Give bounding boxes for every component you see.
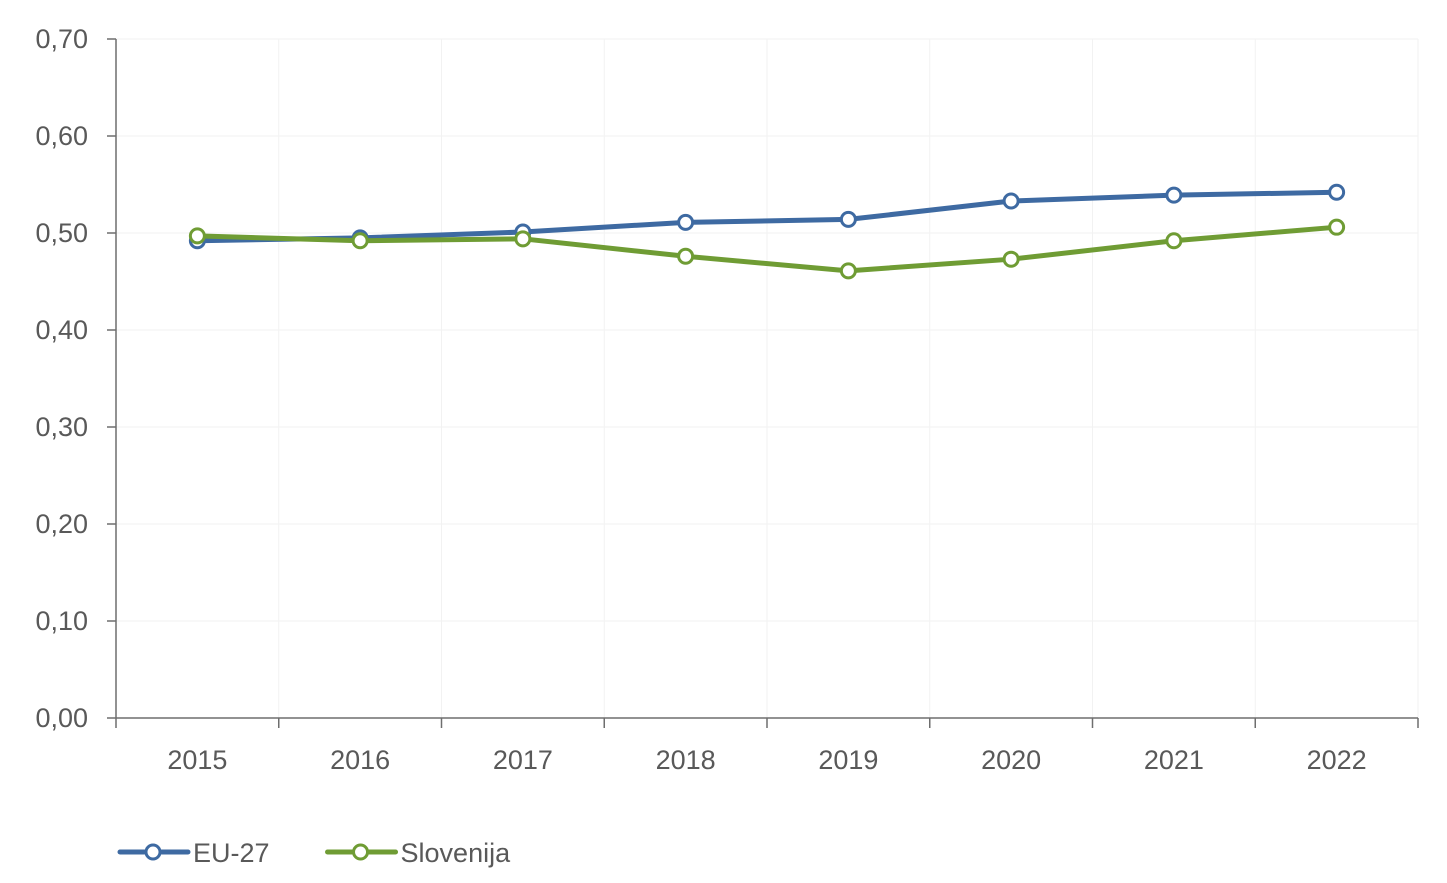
legend-marker-swatch [144,843,162,861]
x-tick-label: 2018 [656,745,716,775]
legend-marker-swatch [352,843,370,861]
data-point [1165,232,1183,250]
data-point [514,230,532,248]
y-tick-labels: 0,00 0,10 0,20 0,30 0,40 0,50 0,60 0,70 [35,24,88,733]
data-point [1328,218,1346,236]
y-tick-label: 0,70 [35,24,88,54]
x-tick-label: 2020 [981,745,1041,775]
x-tick-label: 2016 [330,745,390,775]
data-point [839,210,857,228]
legend-item: EU-27 [117,838,270,868]
legend-label: Slovenija [401,838,512,868]
series-line [194,224,1340,274]
series-line [194,189,1340,244]
y-tick-label: 0,10 [35,606,88,636]
y-tick-label: 0,60 [35,121,88,151]
gridlines [116,38,1419,718]
x-tick-label: 2022 [1307,745,1367,775]
y-tick-label: 0,40 [35,315,88,345]
x-tick-labels: 2015 2016 2017 2018 2019 2020 2021 2022 [167,745,1366,775]
y-tick-label: 0,20 [35,509,88,539]
data-point [351,232,369,250]
legend-label: EU-27 [193,838,270,868]
x-tick-label: 2017 [493,745,553,775]
y-tick-label: 0,30 [35,412,88,442]
axes [107,38,1419,728]
legend-item: Slovenija [325,838,512,868]
data-point [839,262,857,280]
y-tick-label: 0,00 [35,703,88,733]
x-tick-label: 2019 [818,745,878,775]
x-tick-label: 2015 [167,745,227,775]
series-2 [188,218,1346,280]
data-point [1002,250,1020,268]
data-point [188,227,206,245]
data-point [1328,183,1346,201]
data-point [1002,192,1020,210]
data-point [1165,186,1183,204]
x-tick-label: 2021 [1144,745,1204,775]
legend: EU-27 Slovenija [117,838,512,868]
series-lines [188,183,1346,280]
data-point [677,247,695,265]
y-tick-label: 0,50 [35,218,88,248]
data-point [677,213,695,231]
